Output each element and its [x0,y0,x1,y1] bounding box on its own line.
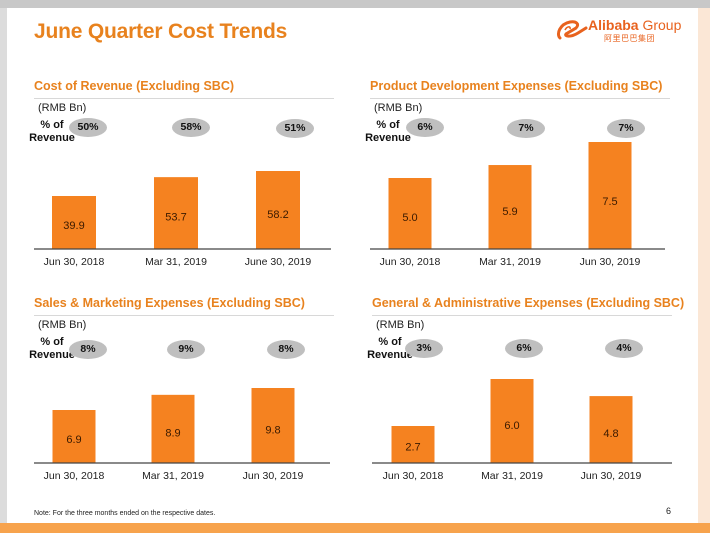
bar-value-label: 6.9 [66,434,81,446]
unit-label: (RMB Bn) [38,319,87,331]
top-border [0,0,710,8]
bar [154,177,198,249]
right-border [698,8,710,523]
pct-of-revenue-label: % of Revenue [365,336,415,362]
bar-chart: 5.0 Jun 30, 2018 5.9 Mar 31, 2019 7.5 Jun 30,… [370,142,665,268]
bar-value-label: 58.2 [267,209,288,221]
pct-pill: 9% [167,340,205,359]
title-divider [372,315,672,316]
bar-value-label: 6.0 [504,420,519,432]
logo-wordmark: Alibaba Group [588,17,681,33]
pct-pill: 51% [276,119,314,138]
bar-value-label: 5.9 [502,206,517,218]
page-number: 6 [666,506,672,516]
pct-label-line1: % of [40,119,64,131]
bar [391,426,435,463]
x-tick-label: Jun 30, 2018 [44,256,105,268]
panel-title: Sales & Marketing Expenses (Excluding SB… [34,296,305,310]
logo-chinese: 阿里巴巴集团 [604,34,655,43]
pct-label-line1: % of [376,119,400,131]
x-tick-label: June 30, 2019 [245,256,312,268]
bar [251,388,295,463]
pct-of-revenue-label: % of Revenue [27,336,77,362]
panel-title: Cost of Revenue (Excluding SBC) [34,79,235,93]
alibaba-logo-icon [556,20,588,40]
page-title: June Quarter Cost Trends [34,20,288,43]
bottom-band [0,523,710,533]
bar-chart: 2.7 Jun 30, 2018 6.0 Mar 31, 2019 4.8 Jun 30,… [372,379,672,482]
title-divider [34,315,334,316]
bar [256,171,300,249]
panel-title: Product Development Expenses (Excluding … [370,79,663,93]
title-divider [370,98,670,99]
logo-name: Alibaba [588,17,639,33]
x-tick-label: Jun 30, 2018 [380,256,441,268]
panel-product-development: Product Development Expenses (Excluding … [365,79,690,279]
pct-pill: 3% [405,339,443,358]
x-tick-label: Mar 31, 2019 [481,470,543,482]
bar-value-label: 5.0 [402,212,417,224]
bar [589,396,633,463]
x-tick-label: Mar 31, 2019 [145,256,207,268]
bar-value-label: 9.8 [265,424,280,436]
pct-label-line2: Revenue [29,132,75,144]
pct-of-revenue-label: % of Revenue [27,119,77,145]
title-divider [34,98,334,99]
bar [490,379,534,463]
pct-label-line1: % of [378,336,402,348]
bar [588,142,632,249]
bar-value-label: 7.5 [602,196,617,208]
panel-sales-marketing: Sales & Marketing Expenses (Excluding SB… [29,296,354,496]
bar-chart: 6.9 Jun 30, 2018 8.9 Mar 31, 2019 9.8 Jun 30,… [34,388,330,482]
panel-title: General & Administrative Expenses (Exclu… [372,296,685,310]
x-tick-label: Jun 30, 2019 [581,470,642,482]
bar [151,394,195,463]
x-tick-label: Jun 30, 2019 [580,256,641,268]
unit-label: (RMB Bn) [374,102,423,114]
unit-label: (RMB Bn) [376,319,425,331]
bar-value-label: 8.9 [165,427,180,439]
bar-value-label: 39.9 [63,220,84,232]
panel-cost-of-revenue: Cost of Revenue (Excluding SBC) (RMB Bn)… [29,79,354,279]
bar-chart: 39.9 Jun 30, 2018 53.7 Mar 31, 2019 58.2 June… [34,171,331,268]
bar [388,178,432,249]
x-tick-label: Jun 30, 2019 [243,470,304,482]
unit-label: (RMB Bn) [38,102,87,114]
bar-value-label: 53.7 [165,212,186,224]
pct-label-line1: % of [40,336,64,348]
pct-pill: 8% [69,340,107,359]
alibaba-logo: Alibaba Group 阿里巴巴集团 [556,14,690,46]
bar-value-label: 2.7 [405,441,420,453]
pct-pill: 4% [605,339,643,358]
x-tick-label: Jun 30, 2018 [44,470,105,482]
pct-pill: 7% [607,119,645,138]
left-border [0,8,7,523]
pct-pill: 6% [406,118,444,137]
pct-label-line2: Revenue [367,349,413,361]
bar [52,410,96,463]
pct-pill: 6% [505,339,543,358]
bar-value-label: 4.8 [603,428,618,440]
pct-pill: 7% [507,119,545,138]
pct-pill: 8% [267,340,305,359]
bar [488,165,532,249]
x-tick-label: Mar 31, 2019 [479,256,541,268]
pct-pill: 58% [172,118,210,137]
logo-suffix: Group [642,17,682,33]
x-tick-label: Mar 31, 2019 [142,470,204,482]
pct-label-line2: Revenue [365,132,411,144]
pct-of-revenue-label: % of Revenue [363,119,413,145]
bar [52,196,96,249]
pct-label-line2: Revenue [29,349,75,361]
x-tick-label: Jun 30, 2018 [383,470,444,482]
footnote: Note: For the three months ended on the … [34,510,216,517]
panel-general-administrative: General & Administrative Expenses (Exclu… [367,296,692,496]
pct-pill: 50% [69,118,107,137]
